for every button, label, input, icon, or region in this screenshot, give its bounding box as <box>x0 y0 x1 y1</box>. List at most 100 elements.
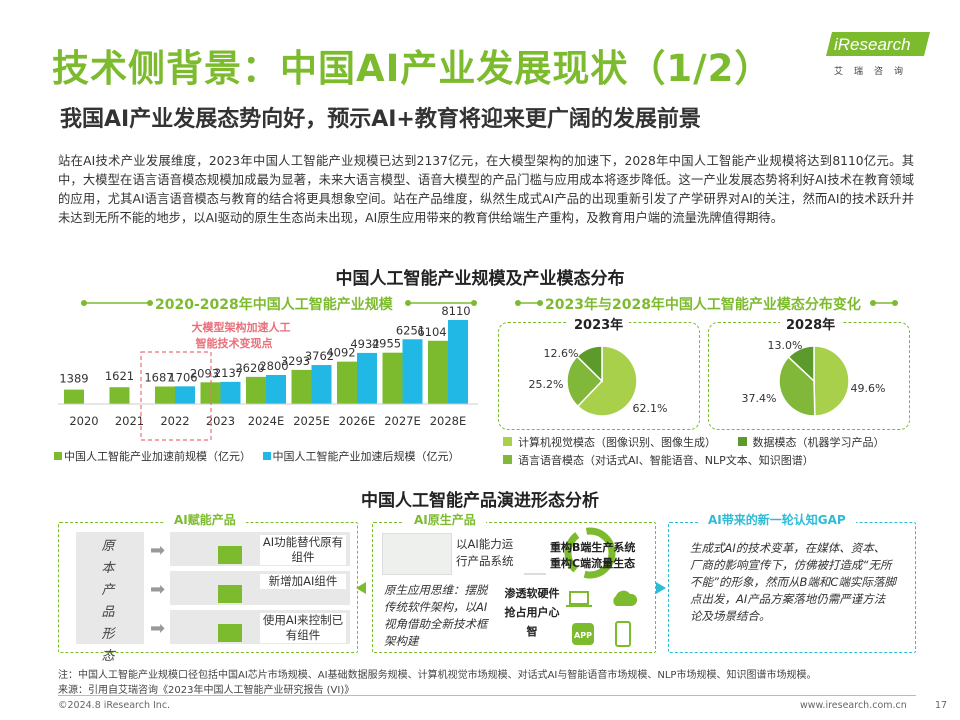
bar-before-label: 3293 <box>281 354 310 368</box>
highlight-2022-box <box>140 351 212 441</box>
legend-data: 数据模态（机器学习产品） <box>752 436 885 449</box>
pie-value-label: 13.0% <box>768 339 803 352</box>
ai-component-block <box>218 624 242 642</box>
step-mindshare: 抢占用户心智 <box>504 606 560 638</box>
bar-chart-title: 2020-2028年中国人工智能产业规模 <box>155 297 393 313</box>
iresearch-logo: iResearch 艾瑞咨询 <box>826 30 932 84</box>
cycle-arrow-icon <box>564 527 616 579</box>
bar-before <box>200 382 221 404</box>
website: www.iresearch.com.cn <box>800 700 907 711</box>
bar-before <box>291 369 312 404</box>
bar-after-label: 6251 <box>396 323 425 337</box>
legend-swatch-after <box>262 452 271 460</box>
legend-after-label: 中国人工智能产业加速后规模（亿元） <box>272 450 460 463</box>
ai-native-tag: AI原生产品 <box>404 510 486 530</box>
logo-mark: iResearch <box>826 32 930 56</box>
logo-cn: 艾瑞咨询 <box>834 67 915 77</box>
legend-vision: 计算机视觉模态（图像识别、图像生成） <box>518 436 716 449</box>
bar-after <box>357 352 377 404</box>
bar-before-label: 6104 <box>417 325 446 339</box>
logo-word: iResearch <box>834 35 911 54</box>
cycle-text: 重构B端生产系统 重构C端流量生态 <box>550 540 635 572</box>
original-form-block <box>76 532 144 644</box>
legend-vision-swatch <box>503 437 512 446</box>
legend-before-label: 中国人工智能产业加速前规模（亿元） <box>64 450 251 463</box>
bar-before <box>337 361 357 404</box>
bar-legend: 中国人工智能产业加速前规模（亿元） 中国人工智能产业加速后规模（亿元） <box>54 448 460 464</box>
bar-after <box>402 339 423 404</box>
pie-2023-label: 2023年 <box>568 314 630 333</box>
section1-title: 中国人工智能产业规模及产业模态分布 <box>335 269 625 289</box>
legend-language-swatch <box>503 455 512 464</box>
bar-before <box>382 352 403 404</box>
x-tick-label: 2021 <box>115 414 144 428</box>
ai-native-box <box>372 522 656 653</box>
legend-language: 语言语音模态（对话式AI、智能语音、NLP文本、知识图谱） <box>518 454 814 467</box>
bar-after-label: 1706 <box>168 370 197 384</box>
title-deco-dot <box>405 300 411 306</box>
laptop-icon <box>566 591 592 607</box>
bar-before-label: 1389 <box>59 372 88 386</box>
pie-slice <box>576 345 638 417</box>
bar-before-label: 4955 <box>372 337 401 351</box>
bar-after-label: 4932 <box>350 337 379 351</box>
page-number: 17 <box>935 700 948 711</box>
title-deco-dot <box>81 300 87 306</box>
pie-legend: 计算机视觉模态（图像识别、图像生成） 数据模态（机器学习产品） 语言语音模态（对… <box>503 434 885 470</box>
bar-before <box>246 376 266 404</box>
ai-empowered-tag: AI赋能产品 <box>164 510 246 530</box>
bar-before <box>428 340 448 404</box>
x-tick-label: 2020 <box>69 414 98 428</box>
footnote: 注：中国人工智能产业规模口径包括中国AI芯片市场规模、AI基础数据服务规模、计算… <box>58 670 817 681</box>
x-tick-label: 2023 <box>206 414 235 428</box>
pie-value-label: 12.6% <box>544 347 579 360</box>
source-note: 来源：引用自艾瑞咨询《2023年中国人工智能产业研究报告 (VI)》 <box>58 685 355 696</box>
title-deco-dot <box>537 300 543 306</box>
pie-slice <box>813 345 850 417</box>
bar-before <box>155 386 175 404</box>
x-tick-label: 2022 <box>160 414 189 428</box>
pie-2028-frame <box>708 322 910 430</box>
left-row-label: AI功能替代原有组件 <box>260 535 346 565</box>
right-arrow-icon: ➡ <box>150 618 166 639</box>
pie-slice <box>576 345 603 383</box>
bar-after-label: 3762 <box>305 349 334 363</box>
bar-after-label: 2137 <box>214 366 243 380</box>
copyright: ©2024.8 iResearch Inc. <box>58 700 171 711</box>
x-tick-label: 2026E <box>339 414 376 428</box>
native-thinking-text: 原生应用思维：摆脱传统软件架构，以AI视角借助全新技术框架构建 <box>384 583 488 648</box>
legend-swatch-before <box>54 452 62 460</box>
original-form-label: 原本产品形态 <box>101 539 115 664</box>
arrow-right-to-mid-icon <box>656 582 666 594</box>
annotation-line1: 大模型架构加速人工 <box>192 320 291 334</box>
left-row-label: 新增加AI组件 <box>260 574 346 589</box>
arrow-left-to-mid-icon <box>356 582 366 594</box>
x-tick-label: 2025E <box>293 414 330 428</box>
bar-after-label: 2800 <box>259 359 288 373</box>
cognitive-gap-text: 生成式AI的技术变革，在媒体、资本、厂商的影响宣传下，仿佛被打造成“无所不能”的… <box>690 541 896 623</box>
bar-before-label: 1621 <box>105 369 134 383</box>
bar-after <box>266 374 286 404</box>
legend-data-swatch <box>737 437 747 446</box>
pie-slice <box>778 355 816 417</box>
ai-component-block <box>218 546 242 564</box>
bar-after <box>175 386 195 404</box>
cycle-c-end: 重构C端流量生态 <box>550 557 636 570</box>
title-deco-dot <box>471 300 477 306</box>
x-tick-label: 2028E <box>430 414 467 428</box>
x-tick-label: 2024E <box>248 414 285 428</box>
pie-2028-label: 2028年 <box>780 314 842 333</box>
steps-text: 渗透软硬件 抢占用户心智 <box>500 584 564 641</box>
cycle-b-end: 重构B端生产系统 <box>550 541 636 554</box>
step-penetrate: 渗透软硬件 <box>504 587 560 600</box>
right-arrow-icon: ➡ <box>150 579 166 600</box>
pie-2023-frame <box>498 322 700 430</box>
pie-slice <box>787 345 815 383</box>
pie-value-label: 37.4% <box>742 392 777 405</box>
page-title: 技术侧背景：中国AI产业发展现状（1/2） <box>52 47 773 90</box>
bar-before <box>64 389 84 404</box>
pie-chart-title: 2023年与2028年中国人工智能产业模态分布变化 <box>545 297 861 313</box>
title-deco-dot <box>870 300 876 306</box>
pie-value-label: 49.6% <box>851 382 886 395</box>
bar-before-label: 1687 <box>144 371 173 385</box>
